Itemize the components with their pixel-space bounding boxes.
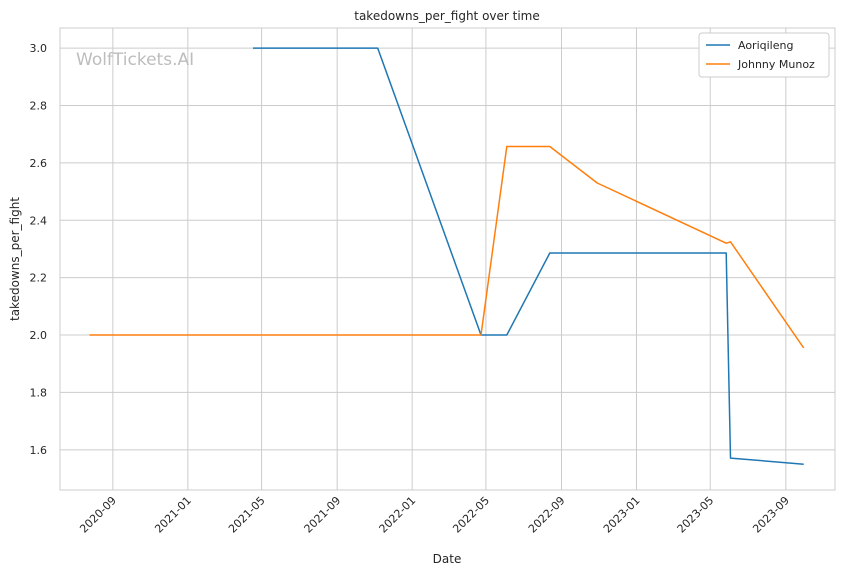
y-tick-labels: 1.6 1.8 2.0 2.2 2.4 2.6 2.8 3.0: [30, 42, 48, 457]
legend: Aoriqileng Johnny Munoz: [698, 32, 830, 78]
watermark: WolfTickets.AI: [76, 50, 194, 70]
y-tick-label: 3.0: [30, 42, 48, 55]
legend-box: [698, 32, 830, 78]
legend-label-aoriqileng: Aoriqileng: [738, 39, 793, 52]
plot-area-frame: [59, 27, 836, 491]
series-line-aoriqileng: [253, 47, 804, 465]
y-tick-label: 1.8: [30, 386, 48, 399]
y-tick-label: 2.8: [30, 99, 48, 112]
y-tick-label: 2.4: [30, 214, 48, 227]
y-tick-label: 2.2: [30, 272, 48, 285]
y-tick-label: 2.0: [30, 329, 48, 342]
chart-title: takedowns_per_fight over time: [354, 9, 540, 23]
series-layer: [89, 47, 805, 465]
legend-label-johnny-munoz: Johnny Munoz: [737, 58, 815, 71]
x-axis-title: Date: [433, 552, 462, 566]
y-axis-title: takedowns_per_fight: [8, 197, 22, 321]
series-line-johnny-munoz: [89, 145, 805, 349]
y-tick-label: 1.6: [30, 444, 48, 457]
y-tick-label: 2.6: [30, 157, 48, 170]
